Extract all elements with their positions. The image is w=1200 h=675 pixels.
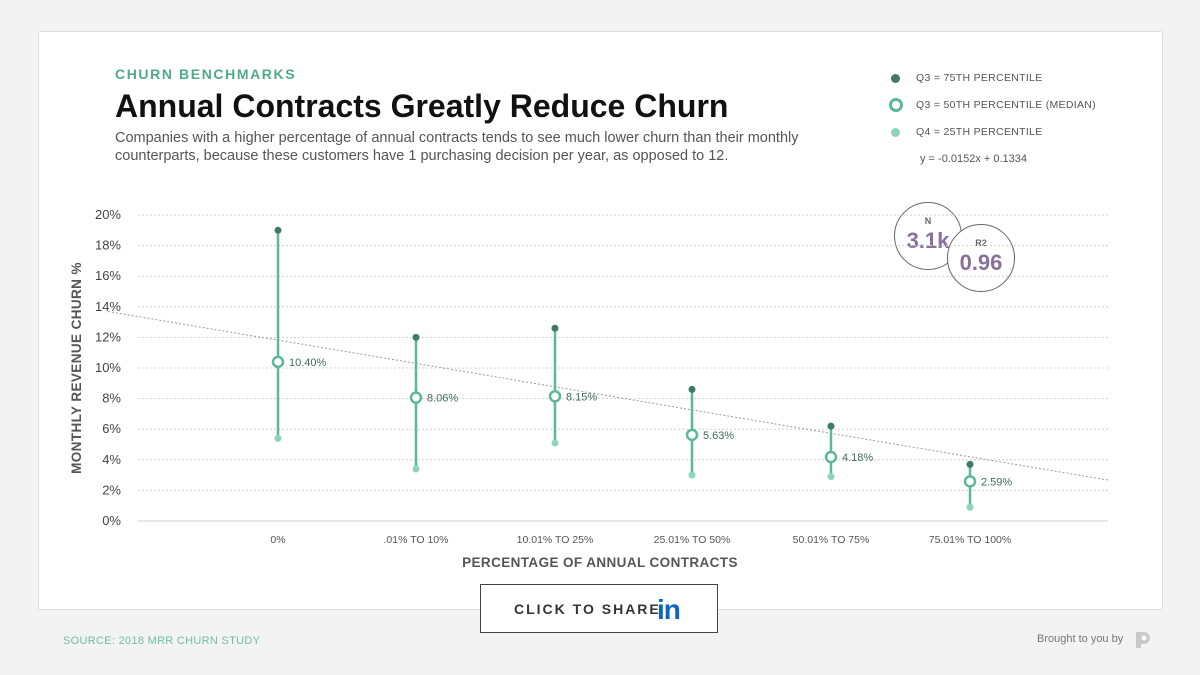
q25-point bbox=[412, 465, 420, 473]
q75-point bbox=[827, 422, 835, 430]
x-tick-label: .01% TO 10% bbox=[384, 534, 449, 546]
q75-point bbox=[551, 324, 559, 332]
q25-dot-icon bbox=[891, 128, 900, 137]
churn-chart: 0% 2% 4% 6% 8% 10% 12% 14% 16% 18% 20% 0% .01% TO 10… bbox=[69, 207, 1109, 570]
x-tick-label: 10.01% TO 25% bbox=[517, 534, 594, 546]
y-tick-label: 12% bbox=[95, 329, 121, 344]
median-ring-icon bbox=[889, 98, 903, 112]
eyebrow-label: CHURN BENCHMARKS bbox=[115, 66, 297, 82]
y-axis-title: MONTHLY REVENUE CHURN % bbox=[69, 262, 84, 474]
y-tick-label: 8% bbox=[102, 391, 121, 406]
legend-label: Q4 = 25TH PERCENTILE bbox=[916, 126, 1043, 138]
y-tick-label: 18% bbox=[95, 238, 121, 253]
y-tick-label: 4% bbox=[102, 452, 121, 467]
r2-label: R2 bbox=[975, 238, 987, 248]
legend-label: Q3 = 75TH PERCENTILE bbox=[916, 72, 1043, 84]
x-tick-label: 0% bbox=[270, 534, 285, 546]
y-tick-label: 2% bbox=[102, 482, 121, 497]
x-axis-title: PERCENTAGE OF ANNUAL CONTRACTS bbox=[462, 555, 738, 570]
median-point bbox=[824, 450, 838, 464]
median-data-label: 4.18% bbox=[842, 452, 873, 464]
r2-value: 0.96 bbox=[959, 250, 1003, 275]
median-point bbox=[685, 428, 699, 442]
q75-point bbox=[274, 226, 282, 234]
source-note: SOURCE: 2018 MRR CHURN STUDY bbox=[63, 635, 261, 647]
y-tick-label: 16% bbox=[95, 268, 121, 283]
chart-subtitle: Companies with a higher percentage of an… bbox=[115, 130, 799, 164]
q75-point bbox=[688, 385, 696, 393]
x-tick-label: 25.01% TO 50% bbox=[654, 534, 731, 546]
r-squared-badge: R2 0.96 bbox=[947, 224, 1015, 292]
median-point bbox=[409, 391, 423, 404]
q25-point bbox=[827, 473, 835, 481]
median-point bbox=[963, 475, 977, 488]
n-label: N bbox=[924, 216, 932, 226]
y-tick-label: 20% bbox=[95, 207, 121, 222]
median-data-label: 8.06% bbox=[427, 393, 458, 405]
chart-title: Annual Contracts Greatly Reduce Churn bbox=[115, 88, 729, 124]
brought-to-you-label: Brought to you by bbox=[1037, 633, 1124, 645]
brand-logo-icon bbox=[1136, 632, 1150, 648]
q25-point bbox=[551, 439, 559, 447]
q75-point bbox=[412, 333, 420, 341]
chart-card bbox=[38, 31, 1163, 610]
median-data-label: 5.63% bbox=[703, 430, 734, 442]
median-data-label: 2.59% bbox=[981, 476, 1012, 488]
share-label: CLICK TO SHARE bbox=[514, 601, 661, 617]
median-data-label: 8.15% bbox=[566, 391, 597, 403]
y-tick-label: 10% bbox=[95, 360, 121, 375]
median-point bbox=[548, 390, 562, 403]
median-point bbox=[271, 355, 285, 369]
y-tick-label: 14% bbox=[95, 299, 121, 314]
click-to-share-button[interactable]: CLICK TO SHARE in bbox=[480, 584, 718, 633]
x-tick-label: 50.01% TO 75% bbox=[793, 534, 870, 546]
n-value: 3.1k bbox=[906, 228, 950, 253]
q75-dot-icon bbox=[891, 74, 900, 83]
q75-point bbox=[966, 460, 974, 468]
x-tick-label: 75.01% TO 100% bbox=[929, 534, 1012, 546]
trend-line bbox=[107, 311, 1109, 481]
median-data-label: 10.40% bbox=[289, 357, 327, 369]
y-tick-label: 6% bbox=[102, 421, 121, 436]
q25-point bbox=[274, 434, 282, 442]
q25-point bbox=[688, 471, 696, 479]
y-tick-label: 0% bbox=[102, 513, 121, 528]
legend-label: Q3 = 50TH PERCENTILE (MEDIAN) bbox=[916, 99, 1096, 111]
linkedin-icon: in bbox=[657, 594, 681, 625]
trendline-equation: y = -0.0152x + 0.1334 bbox=[920, 153, 1028, 165]
q25-point bbox=[966, 503, 974, 511]
